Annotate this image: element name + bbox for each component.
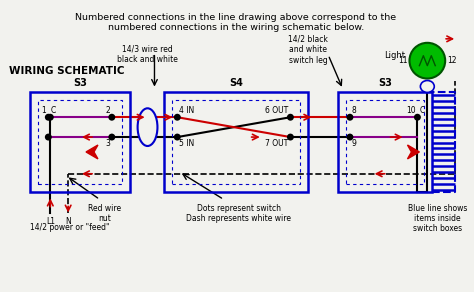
Bar <box>164 93 308 192</box>
Bar <box>30 93 130 192</box>
Circle shape <box>287 114 294 121</box>
Text: Dots represent switch
Dash represents white wire: Dots represent switch Dash represents wh… <box>186 204 292 223</box>
Circle shape <box>109 114 115 121</box>
Text: 14/2 black
and white
switch leg: 14/2 black and white switch leg <box>288 35 328 65</box>
Text: WIRING SCHEMATIC: WIRING SCHEMATIC <box>9 66 124 76</box>
Circle shape <box>109 134 115 140</box>
Circle shape <box>174 134 181 140</box>
Text: 10: 10 <box>406 106 415 115</box>
Text: 8: 8 <box>352 106 356 115</box>
Text: S4: S4 <box>229 79 243 88</box>
Text: Red wire
nut: Red wire nut <box>88 204 121 223</box>
Text: Blue line shows
items inside
switch boxes: Blue line shows items inside switch boxe… <box>408 204 467 233</box>
Text: 1: 1 <box>42 106 46 115</box>
Ellipse shape <box>420 81 434 93</box>
Text: Light: Light <box>384 51 405 60</box>
Text: 7 OUT: 7 OUT <box>265 139 288 148</box>
Text: 4 IN: 4 IN <box>179 106 194 115</box>
Bar <box>38 100 122 184</box>
Text: S3: S3 <box>73 79 87 88</box>
Text: 5 IN: 5 IN <box>179 139 194 148</box>
Circle shape <box>346 114 354 121</box>
Ellipse shape <box>137 108 157 146</box>
Circle shape <box>414 114 421 121</box>
Circle shape <box>410 43 445 79</box>
Text: 9: 9 <box>352 139 357 148</box>
Bar <box>346 100 424 184</box>
Bar <box>338 93 432 192</box>
Polygon shape <box>86 145 98 159</box>
Circle shape <box>287 134 294 140</box>
Bar <box>173 100 301 184</box>
Text: C: C <box>50 106 55 115</box>
Circle shape <box>346 134 354 140</box>
Text: 14/2 power or "feed": 14/2 power or "feed" <box>30 223 110 232</box>
Text: 6 OUT: 6 OUT <box>265 106 288 115</box>
Circle shape <box>47 114 54 121</box>
Text: L1: L1 <box>46 218 55 226</box>
Text: 2: 2 <box>105 106 110 115</box>
Polygon shape <box>408 145 419 159</box>
Text: N: N <box>65 218 71 226</box>
Circle shape <box>45 134 52 140</box>
Text: 3: 3 <box>105 139 110 148</box>
Circle shape <box>174 114 181 121</box>
Circle shape <box>45 114 52 121</box>
Text: S3: S3 <box>378 79 392 88</box>
Text: 12: 12 <box>447 56 456 65</box>
Text: C: C <box>419 106 425 115</box>
Text: 11: 11 <box>398 56 408 65</box>
Text: Numbered connections in the line drawing above correspond to the: Numbered connections in the line drawing… <box>75 13 396 22</box>
Text: 14/3 wire red
black and white: 14/3 wire red black and white <box>117 45 178 64</box>
Text: numbered connections in the wiring schematic below.: numbered connections in the wiring schem… <box>108 23 364 32</box>
